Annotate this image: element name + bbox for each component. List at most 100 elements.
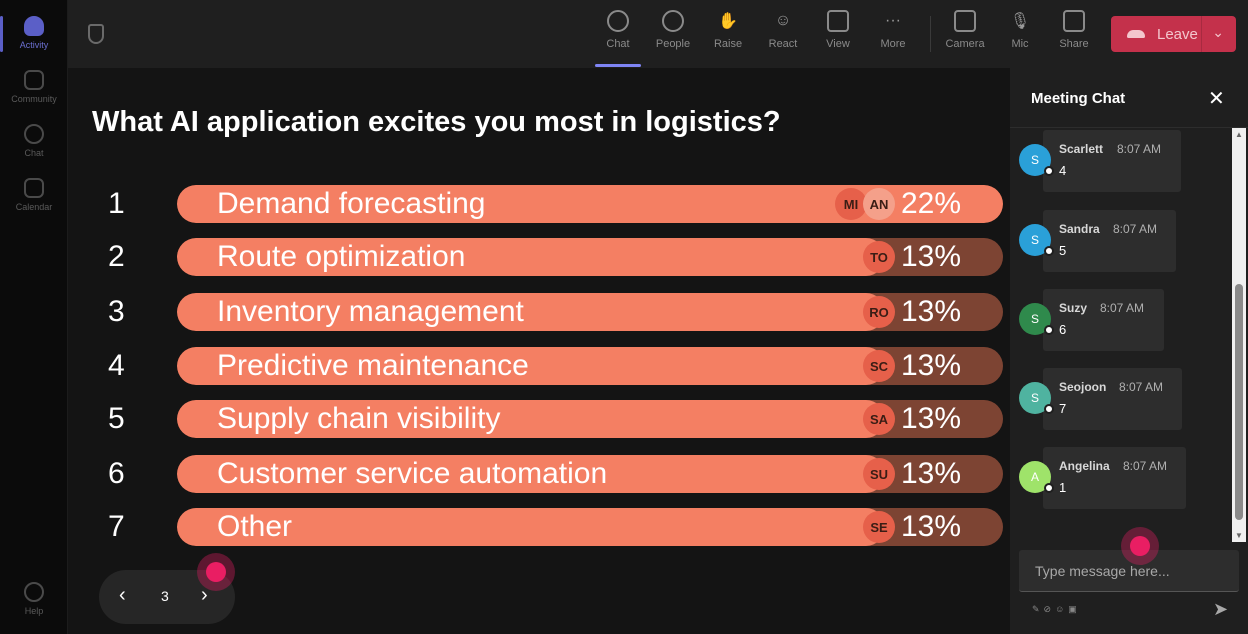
share-icon [1063, 10, 1085, 32]
avatar-initial: S [1030, 233, 1039, 247]
scroll-up-icon[interactable]: ▲ [1235, 130, 1243, 139]
chat-divider [1010, 127, 1248, 128]
page-number: 3 [161, 588, 169, 604]
poll-option-number: 6 [108, 457, 125, 490]
emoji-icon: ☺ [774, 12, 792, 29]
poll-option-row: 2 Route optimization TO 13% [68, 238, 1010, 276]
poll-option-fill [177, 347, 885, 385]
toolbar-mic-button[interactable]: 🎙 Mic [993, 10, 1047, 60]
poll-option-row: 7 Other SE 13% [68, 508, 1010, 546]
message-sender: Scarlett [1059, 142, 1104, 156]
toolbar-share-button[interactable]: Share [1047, 10, 1101, 60]
chat-message[interactable]: Sandra 8:07 AM 5 [1043, 210, 1176, 272]
rail-calendar-label: Calendar [15, 202, 53, 212]
chevron-right-icon[interactable]: › [201, 584, 208, 606]
more-icon: ··· [885, 12, 901, 29]
rail-activity-label: Activity [19, 40, 49, 50]
leave-label: Leave [1157, 25, 1198, 43]
poll-option-label: Inventory management [217, 295, 524, 328]
message-text: 4 [1059, 163, 1067, 178]
people-icon [662, 10, 684, 32]
toolbar-chat-button[interactable]: Chat [591, 10, 645, 67]
avatar[interactable]: A [1019, 461, 1054, 493]
avatar[interactable]: S [1019, 382, 1054, 414]
camera-off-icon [954, 10, 976, 32]
rail-help[interactable]: Help [4, 574, 64, 624]
chat-icon [24, 124, 44, 144]
format-toolbar-icons[interactable]: ✎⊘☺▣ [1032, 604, 1081, 614]
chat-compose [1019, 550, 1239, 592]
message-sender: Seojoon [1059, 380, 1107, 394]
rail-chat[interactable]: Chat [4, 116, 64, 166]
poll-option-row: 3 Inventory management RO 13% [68, 293, 1010, 331]
leave-button[interactable]: Leave ⌄ [1111, 16, 1236, 52]
poll-option-bar: Inventory management RO 13% [177, 293, 1003, 331]
poll-option-percent: 13% [900, 457, 961, 490]
chat-scrollbar[interactable]: ▲ ▼ [1232, 128, 1246, 542]
poll-option-label: Customer service automation [217, 457, 608, 490]
presence-status-icon [1044, 246, 1054, 256]
voter-avatar[interactable]: SE [863, 511, 895, 543]
rail-community-label: Community [11, 94, 57, 104]
poll-option-number: 7 [108, 510, 125, 543]
rail-activity[interactable]: Activity [0, 8, 64, 58]
poll-option-percent: 13% [900, 295, 961, 328]
avatar[interactable]: S [1019, 224, 1054, 256]
voter-avatar[interactable]: MI [835, 188, 867, 220]
chat-message[interactable]: Scarlett 8:07 AM 4 [1043, 130, 1181, 192]
message-timestamp: 8:07 AM [1100, 301, 1145, 315]
toolbar-more-button[interactable]: ··· More [866, 10, 920, 60]
scroll-down-icon[interactable]: ▼ [1235, 531, 1243, 540]
toolbar-raise-button[interactable]: ✋ Raise [701, 10, 755, 60]
chat-message[interactable]: Seojoon 8:07 AM 7 [1043, 368, 1182, 430]
close-icon[interactable]: ✕ [1208, 88, 1225, 110]
toolbar-people-label: People [655, 38, 691, 50]
avatar[interactable]: S [1019, 303, 1054, 335]
poll-option-percent: 13% [900, 402, 961, 435]
poll-option-bar: Route optimization TO 13% [177, 238, 1003, 276]
meeting-chat-panel: Meeting Chat ✕ Scarlett 8:07 AM 4 S Sandra 8:… [1010, 68, 1248, 634]
voter-avatar[interactable]: RO [863, 296, 895, 328]
voter-avatar[interactable]: AN [863, 188, 895, 220]
send-icon[interactable]: ➤ [1213, 599, 1229, 619]
message-sender: Suzy [1059, 301, 1088, 315]
message-timestamp: 8:07 AM [1123, 459, 1168, 473]
presence-status-icon [1044, 325, 1054, 335]
chat-message[interactable]: Angelina 8:07 AM 1 [1043, 447, 1186, 509]
toolbar-react-button[interactable]: ☺ React [756, 10, 810, 60]
rail-community[interactable]: Community [4, 62, 64, 112]
chat-message[interactable]: Suzy 8:07 AM 6 [1043, 289, 1164, 351]
toolbar-view-button[interactable]: View [811, 10, 865, 60]
poll-option-percent: 13% [900, 510, 961, 543]
poll-question: What AI application excites you most in … [92, 106, 781, 138]
poll-option-label: Demand forecasting [217, 187, 486, 220]
poll-option-fill [177, 400, 885, 438]
poll-option-fill [177, 238, 885, 276]
scroll-thumb[interactable] [1235, 284, 1243, 520]
poll-option-number: 2 [108, 240, 125, 273]
poll-option-bar: Demand forecasting MI AN 22% [177, 185, 1003, 223]
toolbar-people-button[interactable]: People [646, 10, 700, 60]
rail-help-label: Help [24, 606, 44, 616]
voter-avatar[interactable]: SC [863, 350, 895, 382]
message-sender: Sandra [1059, 222, 1100, 236]
chevron-down-icon[interactable]: ⌄ [1212, 24, 1224, 40]
help-icon [24, 582, 44, 602]
poll-option-fill [177, 293, 885, 331]
avatar[interactable]: S [1019, 144, 1054, 176]
poll-option-label: Other [217, 510, 293, 543]
presence-status-icon [1044, 166, 1054, 176]
calendar-icon [24, 178, 44, 198]
voter-avatar[interactable]: TO [863, 241, 895, 273]
message-text: 1 [1059, 480, 1067, 495]
chevron-left-icon[interactable]: ‹ [119, 584, 126, 606]
voter-avatar[interactable]: SA [863, 403, 895, 435]
poll-option-fill [177, 455, 885, 493]
rail-calendar[interactable]: Calendar [4, 170, 64, 220]
voter-avatar[interactable]: SU [863, 458, 895, 490]
avatar-initial: S [1030, 391, 1039, 405]
poll-option-percent: 13% [900, 240, 961, 273]
poll-stage: What AI application excites you most in … [68, 68, 1010, 634]
toolbar-camera-button[interactable]: Camera [938, 10, 992, 60]
cursor-indicator [197, 553, 235, 591]
